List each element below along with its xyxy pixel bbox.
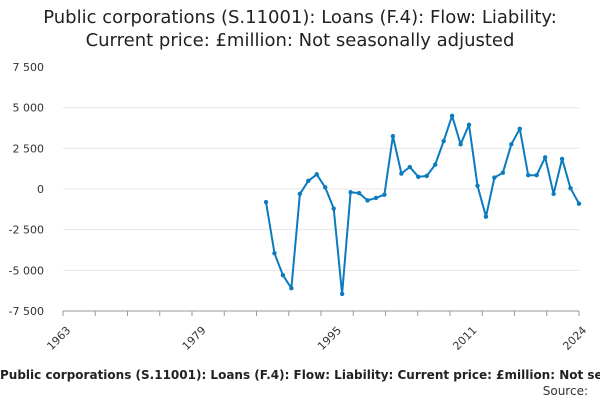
source-label: Source: bbox=[542, 384, 588, 398]
data-point[interactable] bbox=[449, 113, 455, 119]
data-point[interactable] bbox=[399, 171, 404, 176]
data-point[interactable] bbox=[483, 214, 489, 219]
data-point[interactable] bbox=[526, 172, 531, 178]
data-point[interactable] bbox=[382, 192, 387, 197]
y-tick-label: -7 500 bbox=[9, 305, 44, 318]
data-point[interactable] bbox=[407, 164, 413, 170]
data-point[interactable] bbox=[390, 133, 396, 139]
x-tick-label: 1979 bbox=[180, 324, 209, 353]
data-point[interactable] bbox=[432, 162, 438, 167]
data-point[interactable] bbox=[373, 195, 379, 201]
data-point[interactable] bbox=[280, 273, 286, 278]
data-point[interactable] bbox=[424, 173, 429, 179]
data-point[interactable] bbox=[568, 185, 573, 191]
x-tick-label: 1963 bbox=[44, 324, 73, 353]
y-tick-label: -2 500 bbox=[9, 224, 44, 237]
data-point[interactable] bbox=[263, 199, 269, 205]
data-point[interactable] bbox=[458, 142, 463, 147]
series bbox=[263, 113, 582, 297]
x-axis bbox=[62, 310, 580, 316]
data-point[interactable] bbox=[365, 198, 370, 203]
data-point[interactable] bbox=[551, 191, 556, 197]
data-point[interactable] bbox=[441, 138, 446, 144]
y-tick-label: -5 000 bbox=[9, 264, 44, 277]
data-point[interactable] bbox=[289, 286, 294, 291]
data-point[interactable] bbox=[416, 174, 421, 179]
chart-title-line-1: Public corporations (S.11001): Loans (F.… bbox=[43, 7, 557, 28]
series-label: Public corporations (S.11001): Loans (F.… bbox=[0, 368, 600, 382]
chart-title: Public corporations (S.11001): Loans (F.… bbox=[0, 6, 600, 52]
x-tick-label: 2011 bbox=[450, 324, 479, 353]
data-point[interactable] bbox=[534, 172, 539, 178]
data-point[interactable] bbox=[306, 178, 311, 184]
series-line bbox=[265, 114, 580, 295]
y-tick-label: 5 000 bbox=[13, 102, 45, 115]
data-point[interactable] bbox=[356, 190, 362, 196]
data-point[interactable] bbox=[348, 190, 353, 195]
x-axis-tick-labels: 1963 1979 1995 2011 2024 bbox=[44, 324, 589, 353]
data-point[interactable] bbox=[559, 156, 565, 162]
data-point[interactable] bbox=[475, 183, 480, 188]
y-tick-label: 0 bbox=[37, 183, 44, 196]
data-point[interactable] bbox=[576, 201, 582, 206]
x-tick-label: 1995 bbox=[315, 324, 344, 353]
data-point[interactable] bbox=[272, 251, 277, 256]
data-point[interactable] bbox=[509, 142, 514, 147]
chart-title-line-2: Current price: £million: Not seasonally … bbox=[85, 30, 515, 51]
grid-lines bbox=[63, 107, 579, 271]
data-point[interactable] bbox=[297, 191, 303, 197]
x-tick-label: 2024 bbox=[560, 324, 589, 353]
data-point[interactable] bbox=[339, 291, 345, 297]
y-tick-label: 2 500 bbox=[13, 142, 45, 155]
y-tick-label: 7 500 bbox=[13, 61, 45, 74]
data-point[interactable] bbox=[500, 170, 506, 175]
data-point[interactable] bbox=[323, 185, 328, 190]
series-label-text: Public corporations (S.11001): Loans (F.… bbox=[0, 368, 600, 382]
data-point[interactable] bbox=[331, 206, 336, 211]
data-point[interactable] bbox=[517, 126, 522, 132]
data-point[interactable] bbox=[542, 155, 548, 160]
data-point[interactable] bbox=[314, 172, 319, 177]
y-axis-tick-labels: 7 500 5 000 2 500 0 -2 500 -5 000 -7 500 bbox=[9, 61, 44, 318]
data-point[interactable] bbox=[492, 175, 497, 180]
data-point[interactable] bbox=[466, 122, 472, 127]
